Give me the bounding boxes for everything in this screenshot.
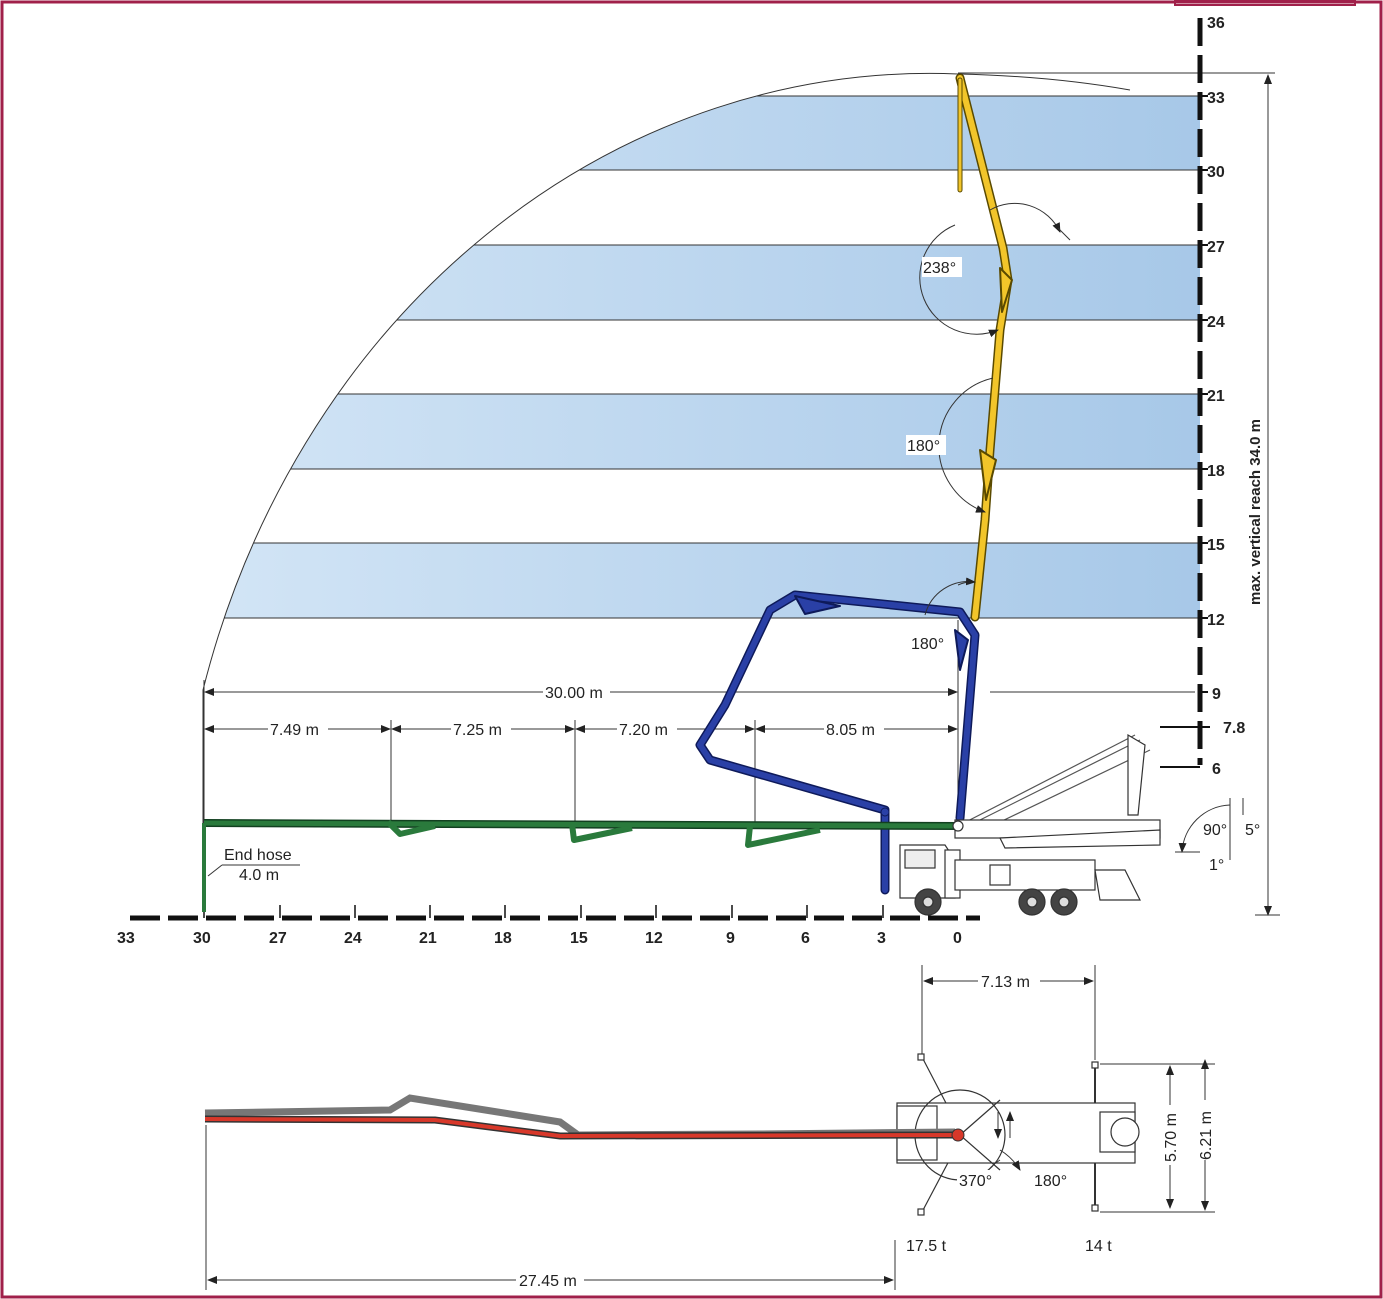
angle-180-low: 180° [911, 636, 944, 653]
boom-vertical-yellow [955, 73, 1013, 622]
reach-dimension-labels: 30.00 m 7.49 m 7.25 m 7.20 m 8.05 m [268, 682, 884, 739]
y-tick-18: 18 [1207, 463, 1225, 480]
load-rear: 14 t [1085, 1238, 1112, 1255]
end-hose-annotation: End hose 4.0 m [207, 847, 300, 884]
x-tick-27: 27 [269, 930, 287, 947]
dim-horizontal-reach-plan: 27.45 m [519, 1273, 577, 1290]
y-tick-33: 33 [1207, 90, 1225, 107]
boom-horizontal-green [202, 819, 959, 912]
boom-plan-red [204, 1094, 965, 1142]
y-tick-30: 30 [1207, 164, 1225, 181]
y-axis: 36 33 30 27 24 21 18 15 12 9 7.8 6 [1160, 15, 1245, 778]
max-vertical-reach-label: max. vertical reach 34.0 m [1247, 419, 1264, 605]
angle-1: 1° [1209, 857, 1224, 874]
plan-view: 7.13 m 5.70 m 6.21 m [204, 965, 1215, 1290]
y-tick-21: 21 [1207, 388, 1225, 405]
dim-section-2: 7.25 m [453, 722, 502, 739]
truck-side-view [899, 733, 1161, 916]
dim-total-reach: 30.00 m [545, 685, 603, 702]
dim-section-3: 7.20 m [619, 722, 668, 739]
x-tick-6: 6 [801, 930, 810, 947]
x-tick-15: 15 [570, 930, 588, 947]
angle-5: 5° [1245, 822, 1260, 839]
x-tick-12: 12 [645, 930, 663, 947]
y-tick-6: 6 [1212, 761, 1221, 778]
angle-90: 90° [1203, 822, 1227, 839]
dim-outrigger-width-front: 5.70 m [1163, 1113, 1180, 1162]
y-tick-9: 9 [1212, 686, 1221, 703]
y-tick-15: 15 [1207, 537, 1225, 554]
load-front: 17.5 t [906, 1238, 947, 1255]
x-tick-21: 21 [419, 930, 437, 947]
x-tick-0: 0 [953, 930, 962, 947]
band-18-21 [203, 394, 1200, 469]
x-tick-30: 30 [193, 930, 211, 947]
dim-section-1: 7.49 m [270, 722, 319, 739]
y-tick-24: 24 [1207, 314, 1225, 331]
angle-boom-180: 180° [1034, 1173, 1067, 1190]
max-vertical-reach-dimension: max. vertical reach 34.0 m [1244, 74, 1280, 916]
reach-dimensions [203, 620, 1195, 830]
angle-slewing-370: 370° [959, 1173, 992, 1190]
slew-angle-indicator [1175, 798, 1244, 860]
angle-238: 238° [923, 260, 956, 277]
y-tick-27: 27 [1207, 239, 1225, 256]
dim-section-4: 8.05 m [826, 722, 875, 739]
boom-folded-blue [695, 590, 980, 895]
dim-outrigger-span: 7.13 m [981, 974, 1030, 991]
y-tick-36: 36 [1207, 15, 1225, 32]
band-24-27 [203, 245, 1200, 320]
x-tick-24: 24 [344, 930, 362, 947]
y-tick-12: 12 [1207, 612, 1225, 629]
x-tick-9: 9 [726, 930, 735, 947]
reach-envelope [202, 72, 1131, 905]
angle-180-mid: 180° [907, 438, 940, 455]
end-hose-length: 4.0 m [239, 867, 279, 884]
band-12-15 [203, 543, 1200, 618]
x-axis: 33 30 27 24 21 18 15 12 9 6 3 0 [117, 905, 980, 947]
dim-outrigger-width-rear: 6.21 m [1198, 1111, 1215, 1160]
reach-bands [203, 95, 1200, 619]
x-tick-18: 18 [494, 930, 512, 947]
end-hose-label: End hose [224, 847, 292, 864]
x-tick-3: 3 [877, 930, 886, 947]
x-tick-33: 33 [117, 930, 135, 947]
corner-tab [1174, 0, 1356, 6]
y-tick-7-8: 7.8 [1223, 720, 1245, 737]
band-30-33 [203, 96, 1200, 170]
